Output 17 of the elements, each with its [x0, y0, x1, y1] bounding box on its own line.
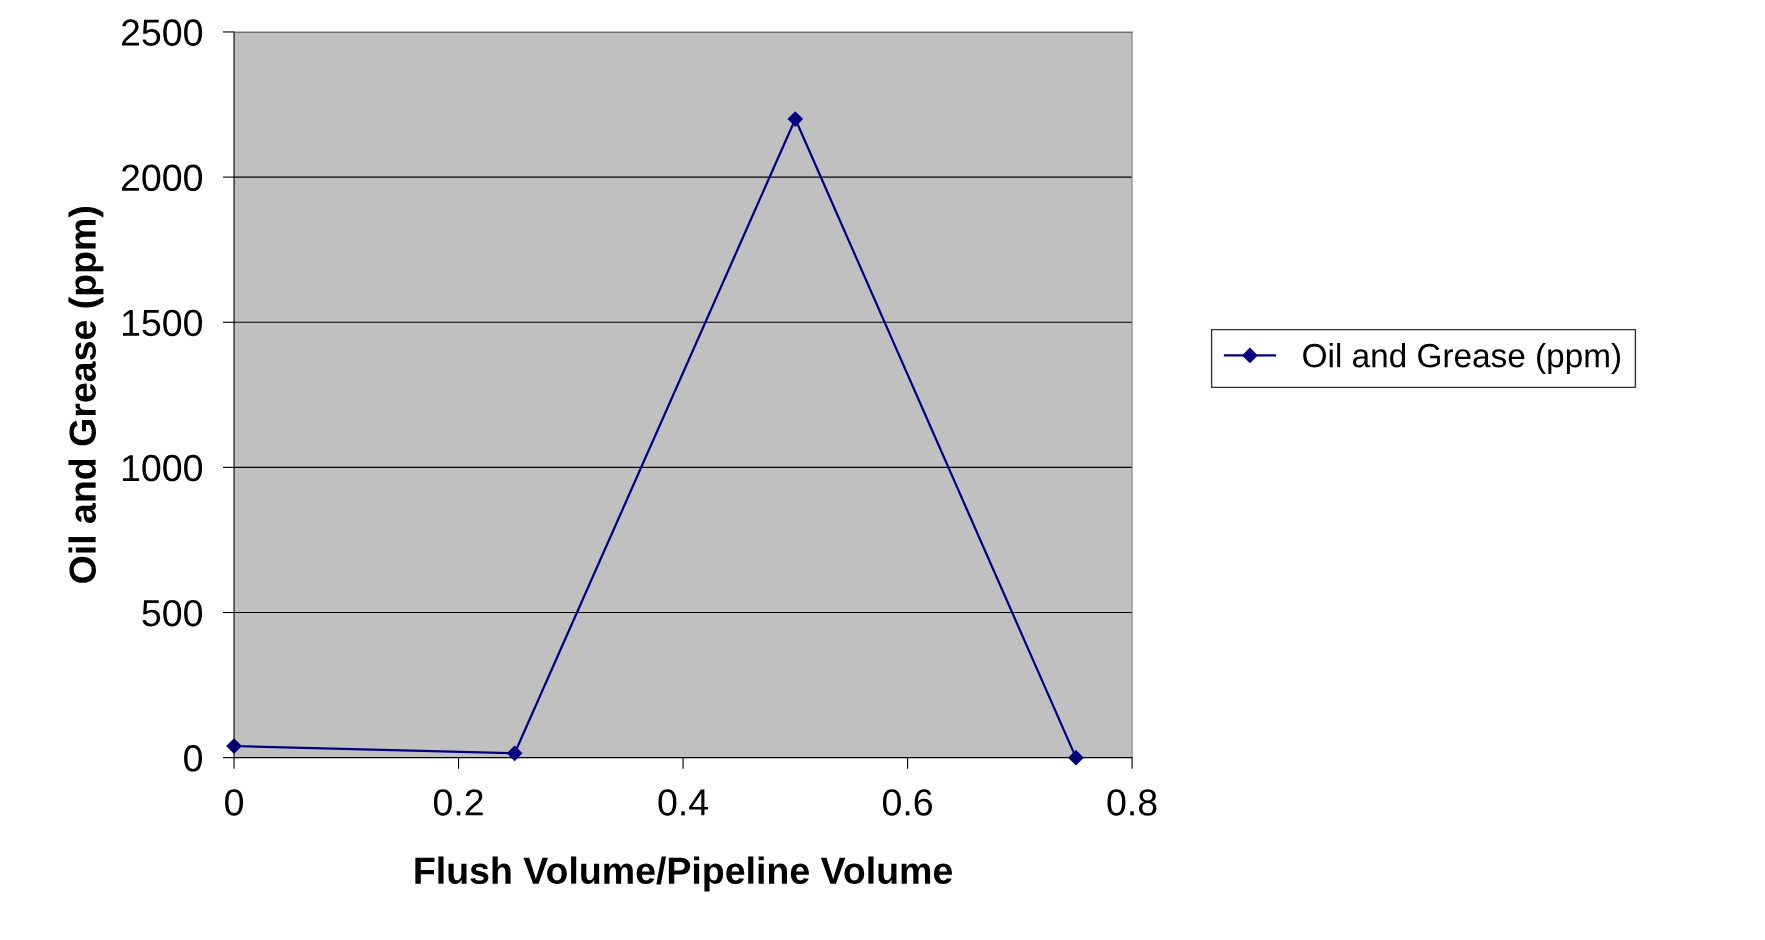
y-tick-label: 2500 — [121, 19, 203, 46]
x-tick-label: 0.4 — [658, 789, 709, 816]
point — [787, 111, 803, 127]
x-axis-title: Flush Volume/Pipeline Volume — [415, 856, 952, 892]
y-axis-title: Oil and Grease (ppm) — [68, 207, 104, 583]
point — [1068, 750, 1084, 766]
x-tick-label: 0.2 — [433, 789, 483, 816]
y-tick-label: 2000 — [121, 164, 203, 192]
y-tick-label: 1000 — [122, 454, 203, 482]
legend-label: Oil and Grease (ppm) — [1303, 342, 1621, 375]
x-tick-label: 0.8 — [1107, 789, 1157, 816]
y-tick-label: 0 — [184, 745, 203, 772]
y-tick-label: 1500 — [122, 309, 203, 337]
x-tick-label: 0.6 — [882, 789, 932, 816]
y-tick-label: 500 — [142, 599, 203, 627]
x-tick-label: 0 — [225, 789, 243, 816]
point — [507, 745, 523, 761]
